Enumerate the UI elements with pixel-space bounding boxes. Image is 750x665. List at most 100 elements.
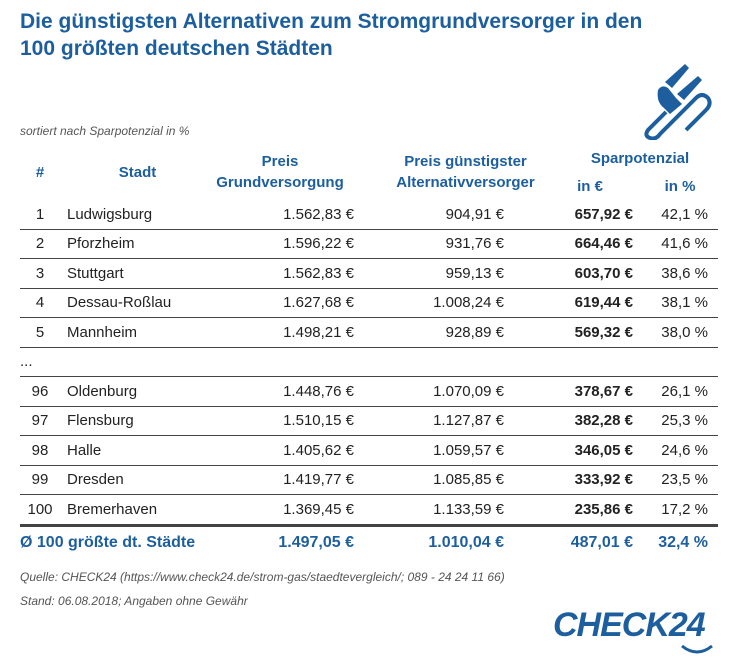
cell-rank: 1 bbox=[20, 200, 60, 230]
cell-save_pct: 23,5 % bbox=[633, 465, 718, 495]
cell-save_pct: 25,3 % bbox=[633, 406, 718, 436]
average-save-eur: 487,01 € bbox=[570, 533, 633, 551]
cell-save_eur: 378,67 € bbox=[504, 376, 633, 407]
subtitle: sortiert nach Sparpotenzial in % bbox=[20, 124, 190, 138]
cell-rank: 100 bbox=[20, 494, 60, 527]
cell-alt: 1.127,87 € bbox=[354, 406, 504, 436]
cell-save_eur: 382,28 € bbox=[504, 406, 633, 436]
cell-alt: 928,89 € bbox=[354, 317, 504, 348]
cell-save_pct: 38,0 % bbox=[633, 317, 718, 348]
table-row: ... bbox=[20, 347, 718, 377]
page-title: Die günstigsten Alternativen zum Stromgr… bbox=[20, 10, 643, 60]
cell-rank: 4 bbox=[20, 288, 60, 318]
cell-rank: 2 bbox=[20, 229, 60, 259]
cell-base: 1.419,77 € bbox=[197, 465, 354, 495]
cell-rank: 3 bbox=[20, 258, 60, 289]
cell-save_pct: 26,1 % bbox=[633, 376, 718, 407]
cell-base: 1.369,45 € bbox=[197, 494, 354, 527]
table-row: 3 Stuttgart 1.562,83 €959,13 €603,70 €38,6… bbox=[20, 258, 718, 289]
cell-save_pct: 42,1 % bbox=[633, 200, 718, 230]
header-alt-line1: Preis günstigster bbox=[404, 153, 527, 170]
cell-city: Pforzheim bbox=[60, 229, 197, 259]
average-alt: 1.010,04 € bbox=[428, 533, 504, 551]
table-row: 4 Dessau-Roßlau 1.627,68 €1.008,24 €619,44… bbox=[20, 288, 718, 318]
header-savings: Sparpotenzial bbox=[590, 150, 690, 167]
cell-base: 1.510,15 € bbox=[197, 406, 354, 436]
cell-rank: 96 bbox=[20, 376, 60, 407]
cell-city bbox=[60, 347, 197, 377]
cell-base: 1.627,68 € bbox=[197, 288, 354, 318]
header-savings-eur: in € bbox=[577, 178, 603, 195]
cell-alt: 1.070,09 € bbox=[354, 376, 504, 407]
cell-save_eur: 664,46 € bbox=[504, 229, 633, 259]
cell-city: Oldenburg bbox=[60, 376, 197, 407]
savings-table: 1 Ludwigsburg 1.562,83 €904,91 €657,92 €42… bbox=[20, 200, 718, 559]
average-row: Ø 100 größte dt. Städte 1.497,05 € 1.010,0… bbox=[20, 525, 718, 559]
cell-base: 1.448,76 € bbox=[197, 376, 354, 407]
date-note: Stand: 06.08.2018; Angaben ohne Gewähr bbox=[20, 594, 248, 608]
cell-city: Halle bbox=[60, 435, 197, 466]
cell-base: 1.596,22 € bbox=[197, 229, 354, 259]
cell-alt: 904,91 € bbox=[354, 200, 504, 230]
cell-save_eur: 235,86 € bbox=[504, 494, 633, 527]
cell-city: Flensburg bbox=[60, 406, 197, 436]
cell-city: Stuttgart bbox=[60, 258, 197, 289]
cell-city: Bremerhaven bbox=[60, 494, 197, 527]
cell-city: Dresden bbox=[60, 465, 197, 495]
average-label: Ø 100 größte dt. Städte bbox=[20, 533, 196, 551]
header-rank: # bbox=[35, 164, 45, 181]
check24-logo: CHECK24 bbox=[553, 606, 706, 644]
cell-alt bbox=[354, 347, 504, 377]
cell-rank: 5 bbox=[20, 317, 60, 348]
cell-city: Ludwigsburg bbox=[60, 200, 197, 230]
header-base-line1: Preis bbox=[261, 153, 299, 170]
cell-save_eur: 657,92 € bbox=[504, 200, 633, 230]
cell-save_pct: 41,6 % bbox=[633, 229, 718, 259]
cell-city: Mannheim bbox=[60, 317, 197, 348]
cell-alt: 1.133,59 € bbox=[354, 494, 504, 527]
cell-alt: 1.085,85 € bbox=[354, 465, 504, 495]
header-base-price: Preis Grundversorgung bbox=[210, 151, 350, 193]
power-plug-icon bbox=[644, 64, 712, 140]
table-row: 98 Halle 1.405,62 €1.059,57 €346,05 €24,6 … bbox=[20, 435, 718, 466]
header-base-line2: Grundversorgung bbox=[216, 174, 344, 191]
cell-rank: 98 bbox=[20, 435, 60, 466]
cell-save_eur: 619,44 € bbox=[504, 288, 633, 318]
cell-base: 1.405,62 € bbox=[197, 435, 354, 466]
average-save-pct: 32,4 % bbox=[658, 533, 708, 551]
cell-base bbox=[197, 347, 354, 377]
cell-alt: 931,76 € bbox=[354, 229, 504, 259]
cell-save_eur: 569,32 € bbox=[504, 317, 633, 348]
cell-base: 1.498,21 € bbox=[197, 317, 354, 348]
table-row: 2 Pforzheim 1.596,22 €931,76 €664,46 €41,6… bbox=[20, 229, 718, 259]
cell-alt: 959,13 € bbox=[354, 258, 504, 289]
header-alt-price: Preis günstigster Alternativversorger bbox=[378, 151, 553, 193]
cell-rank: 97 bbox=[20, 406, 60, 436]
cell-rank: ... bbox=[20, 347, 60, 377]
cell-save_eur: 603,70 € bbox=[504, 258, 633, 289]
table-row: 5 Mannheim 1.498,21 €928,89 €569,32 €38,0 … bbox=[20, 317, 718, 348]
average-base: 1.497,05 € bbox=[278, 533, 354, 551]
cell-save_pct: 24,6 % bbox=[633, 435, 718, 466]
source-note: Quelle: CHECK24 (https://www.check24.de/… bbox=[20, 570, 505, 584]
table-row: 1 Ludwigsburg 1.562,83 €904,91 €657,92 €42… bbox=[20, 200, 718, 230]
cell-rank: 99 bbox=[20, 465, 60, 495]
logo-smile-icon bbox=[681, 644, 713, 654]
table-row: 97 Flensburg 1.510,15 €1.127,87 €382,28 €2… bbox=[20, 406, 718, 436]
table-row: 100 Bremerhaven 1.369,45 €1.133,59 €235,86… bbox=[20, 494, 718, 527]
cell-save_pct: 38,1 % bbox=[633, 288, 718, 318]
cell-save_eur: 346,05 € bbox=[504, 435, 633, 466]
header-savings-pct: in % bbox=[664, 178, 696, 195]
cell-base: 1.562,83 € bbox=[197, 200, 354, 230]
cell-save_pct: 17,2 % bbox=[633, 494, 718, 527]
cell-alt: 1.008,24 € bbox=[354, 288, 504, 318]
cell-alt: 1.059,57 € bbox=[354, 435, 504, 466]
table-row: 99 Dresden 1.419,77 €1.085,85 €333,92 €23,… bbox=[20, 465, 718, 495]
cell-save_eur: 333,92 € bbox=[504, 465, 633, 495]
cell-save_pct bbox=[633, 347, 718, 377]
table-row: 96 Oldenburg 1.448,76 €1.070,09 €378,67 €2… bbox=[20, 376, 718, 407]
cell-city: Dessau-Roßlau bbox=[60, 288, 197, 318]
cell-save_eur bbox=[504, 347, 633, 377]
header-alt-line2: Alternativversorger bbox=[396, 174, 535, 191]
